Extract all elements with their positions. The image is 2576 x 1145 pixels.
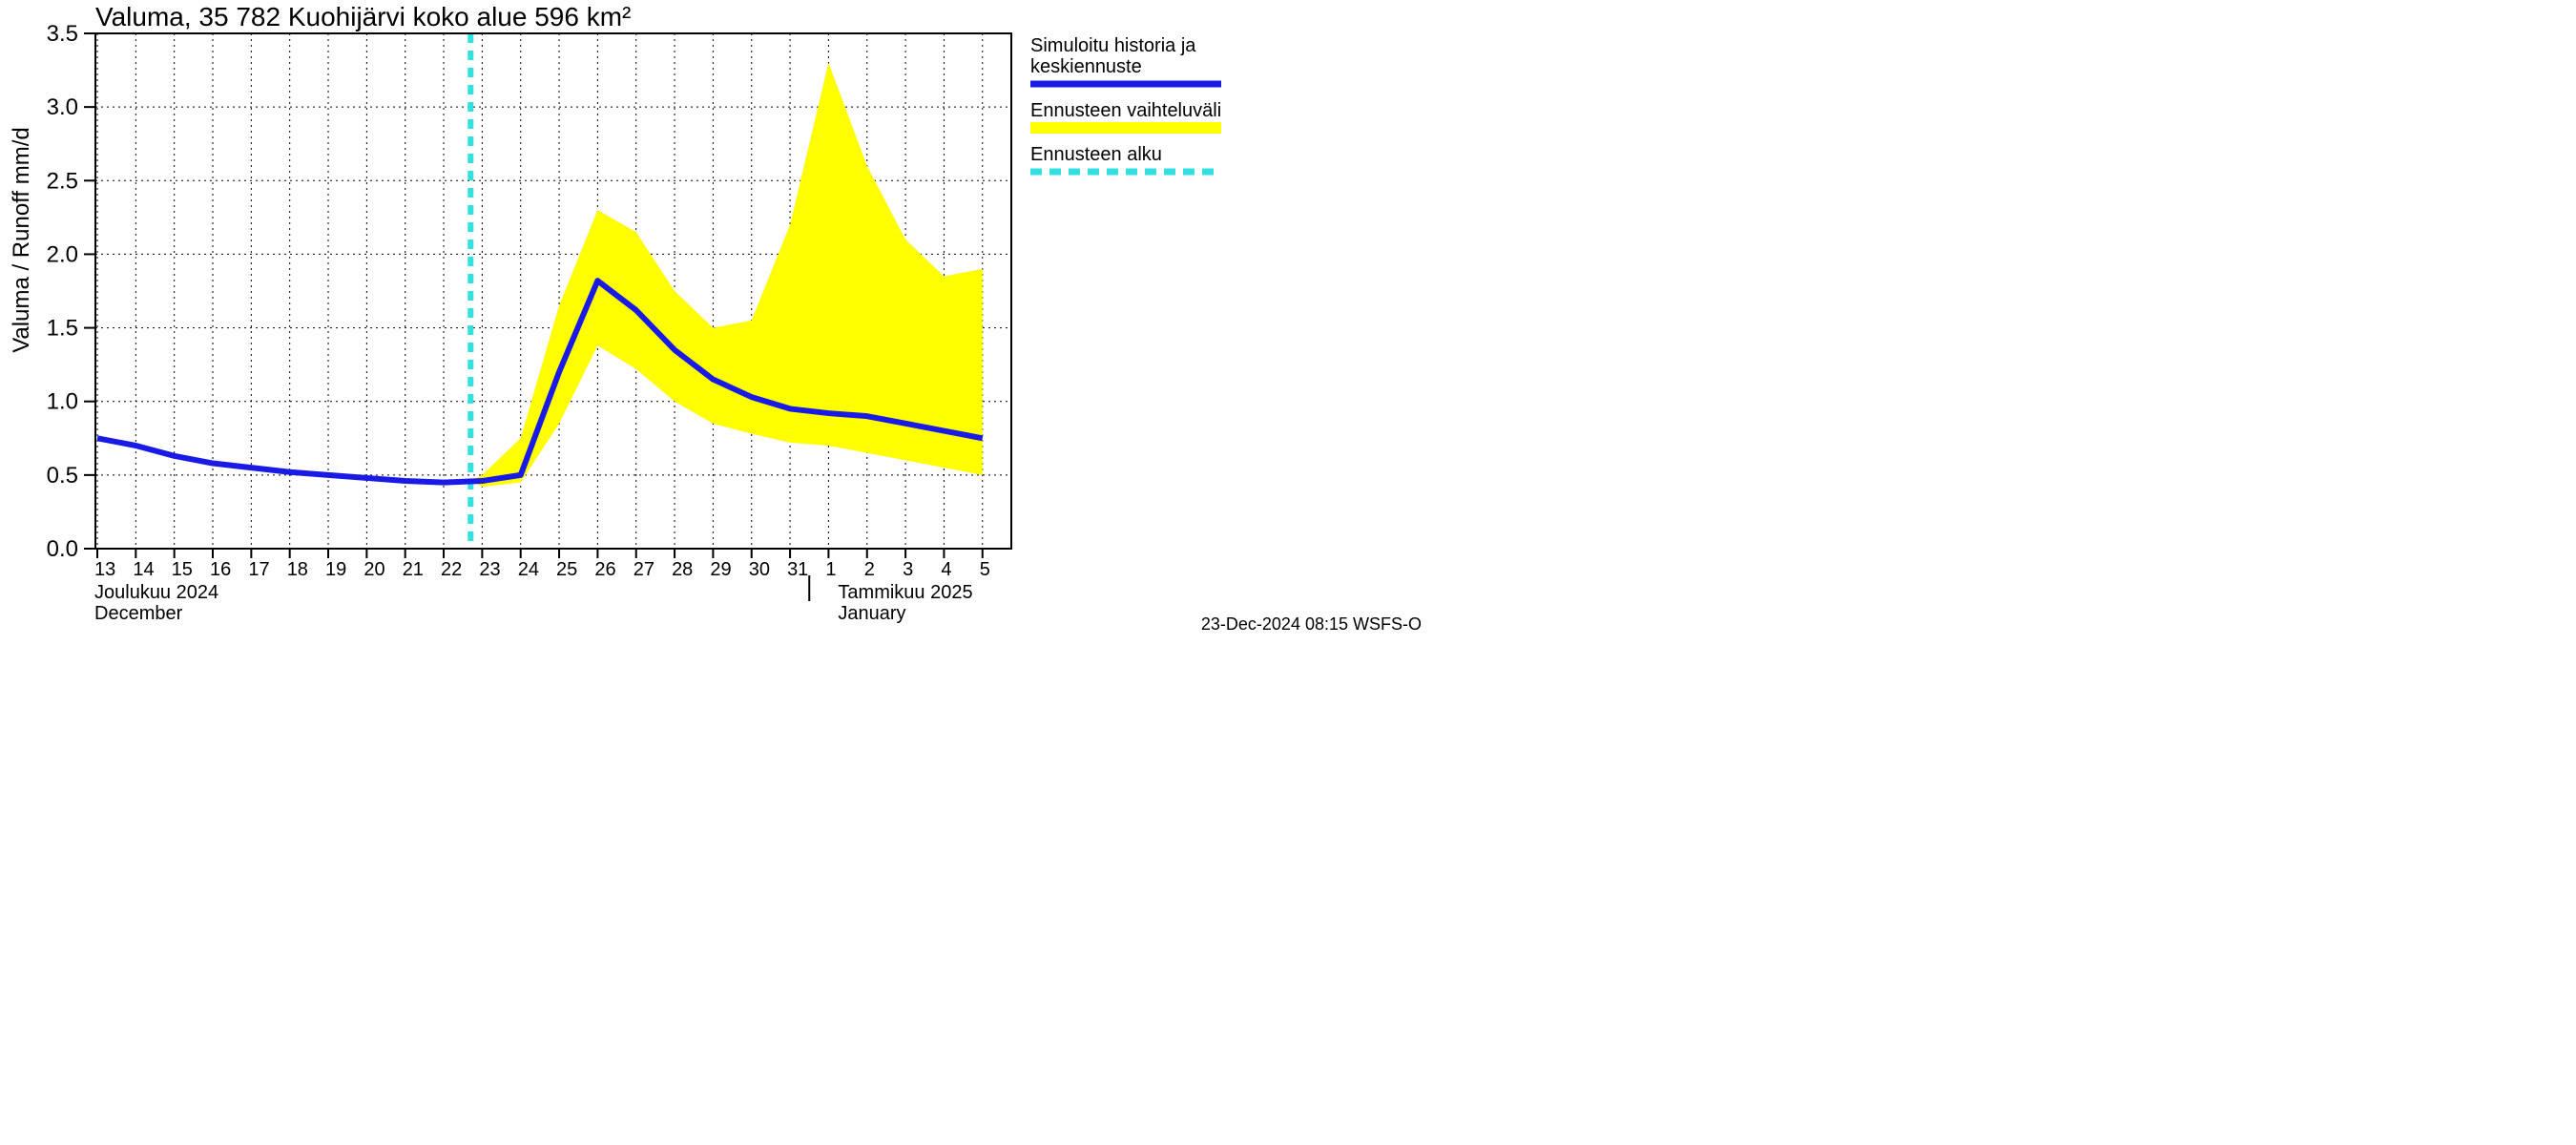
x-tick-label: 22 (441, 559, 462, 580)
timestamp: 23-Dec-2024 08:15 WSFS-O (1201, 614, 1422, 634)
x-tick-label: 28 (672, 559, 693, 580)
x-tick-label: 23 (479, 559, 500, 580)
legend-label: Ennusteen alku (1030, 144, 1162, 165)
y-tick-label: 2.5 (47, 168, 78, 194)
x-tick-label: 31 (787, 559, 808, 580)
x-tick-label: 16 (210, 559, 231, 580)
month-label-fi-right: Tammikuu 2025 (838, 582, 972, 603)
y-tick-label: 0.5 (47, 463, 78, 489)
x-tick-label: 13 (94, 559, 115, 580)
x-tick-label: 25 (556, 559, 577, 580)
y-tick-label: 1.5 (47, 316, 78, 342)
x-tick-label: 1 (825, 559, 836, 580)
runoff-chart: 0.00.51.01.52.02.53.03.51314151617181920… (0, 0, 1431, 636)
x-tick-label: 27 (634, 559, 654, 580)
chart-title: Valuma, 35 782 Kuohijärvi koko alue 596 … (95, 2, 631, 31)
month-label-en-right: January (838, 603, 905, 624)
x-tick-label: 14 (133, 559, 154, 580)
chart-container: 0.00.51.01.52.02.53.03.51314151617181920… (0, 0, 1431, 636)
month-label-en-left: December (94, 603, 183, 624)
x-tick-label: 30 (749, 559, 770, 580)
legend-label: keskiennuste (1030, 56, 1142, 77)
x-tick-label: 29 (710, 559, 731, 580)
y-tick-label: 2.0 (47, 241, 78, 267)
x-tick-label: 2 (864, 559, 875, 580)
legend-band-icon (1030, 122, 1221, 134)
x-tick-label: 15 (172, 559, 193, 580)
x-tick-label: 20 (364, 559, 384, 580)
y-tick-label: 3.0 (47, 94, 78, 120)
legend-label: Simuloitu historia ja (1030, 35, 1196, 56)
month-label-fi-left: Joulukuu 2024 (94, 582, 218, 603)
x-tick-label: 24 (518, 559, 539, 580)
x-tick-label: 3 (903, 559, 913, 580)
x-tick-label: 17 (248, 559, 269, 580)
chart-bg (0, 0, 1431, 636)
y-axis-label: Valuma / Runoff mm/d (9, 127, 34, 353)
y-tick-label: 0.0 (47, 536, 78, 562)
x-tick-label: 4 (941, 559, 951, 580)
x-tick-label: 21 (403, 559, 424, 580)
x-tick-label: 19 (325, 559, 346, 580)
legend-label: Ennusteen vaihteluväli (1030, 100, 1221, 121)
x-tick-label: 18 (287, 559, 308, 580)
x-tick-label: 5 (980, 559, 990, 580)
x-tick-label: 26 (594, 559, 615, 580)
y-tick-label: 1.0 (47, 389, 78, 415)
y-tick-label: 3.5 (47, 21, 78, 47)
